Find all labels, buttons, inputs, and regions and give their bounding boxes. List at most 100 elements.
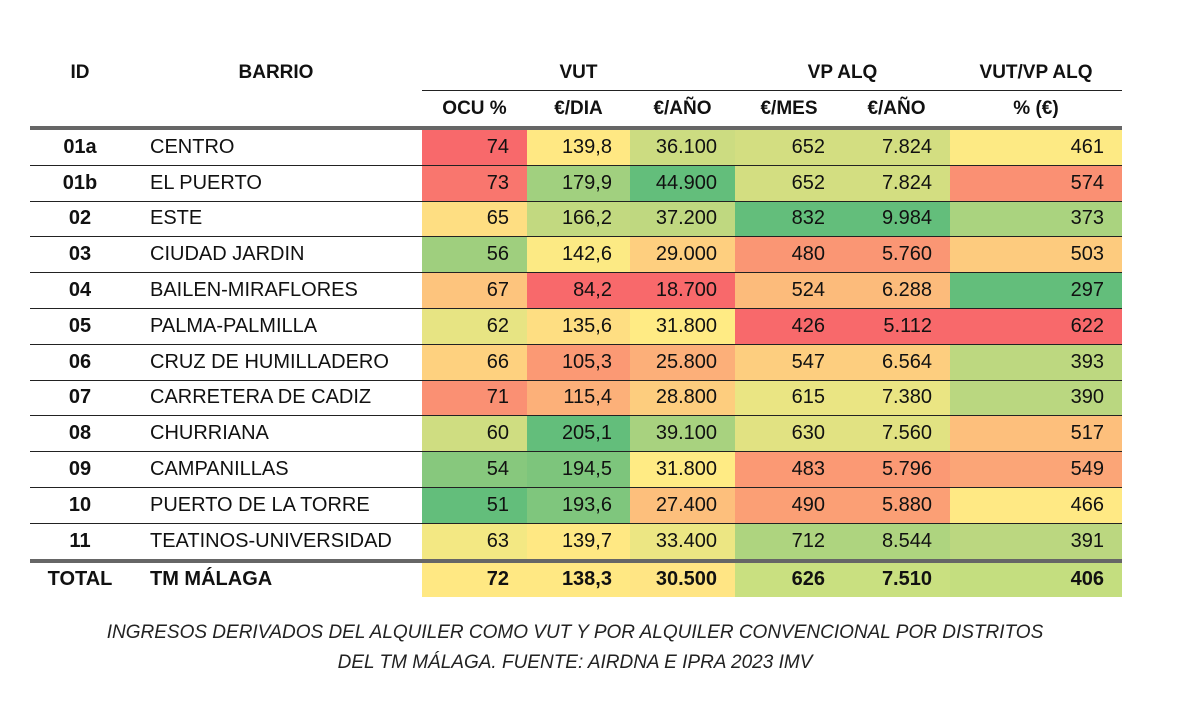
district-name-cell: CRUZ DE HUMILLADERO [130, 344, 422, 381]
vut-vp-pct-cell: 549 [950, 451, 1122, 488]
district-name-cell: CARRETERA DE CADIZ [130, 380, 422, 417]
vut-vp-pct-cell: 373 [950, 201, 1122, 238]
vut-vp-pct-cell: 391 [950, 523, 1122, 562]
vut-eur-ano-cell: 39.100 [630, 415, 735, 453]
ocu-pct-cell: 74 [422, 125, 527, 166]
vut-eur-dia-cell: 84,2 [527, 272, 630, 309]
vp-eur-mes-cell: 832 [735, 201, 843, 238]
district-name-cell: CENTRO [130, 125, 422, 166]
table-row: 11 TEATINOS-UNIVERSIDAD 63 139,7 33.400 712 8.… [30, 523, 1122, 562]
district-id-cell: 05 [30, 308, 130, 345]
subheader-pct: % (€) [950, 90, 1122, 128]
ocu-pct-cell: 62 [422, 308, 527, 345]
ocu-pct-cell: 73 [422, 165, 527, 202]
district-name-cell: TM MÁLAGA [130, 558, 422, 598]
vut-eur-dia-cell: 166,2 [527, 201, 630, 238]
district-id-cell: 10 [30, 487, 130, 524]
table-row: 03 CIUDAD JARDIN 56 142,6 29.000 480 5.760 503 [30, 236, 1122, 274]
vut-eur-ano-cell: 44.900 [630, 165, 735, 202]
district-id-cell: TOTAL [30, 558, 130, 598]
vut-vp-pct-cell: 406 [950, 558, 1122, 598]
vut-eur-ano-cell: 37.200 [630, 201, 735, 238]
vut-eur-dia-cell: 205,1 [527, 415, 630, 453]
table-row: 07 CARRETERA DE CADIZ 71 115,4 28.800 615 7.38… [30, 380, 1122, 417]
subheader-eur-ano: €/AÑO [630, 90, 735, 128]
district-id-cell: 02 [30, 201, 130, 238]
table-row: 06 CRUZ DE HUMILLADERO 66 105,3 25.800 547 6.5… [30, 344, 1122, 381]
vp-eur-ano-cell: 5.880 [843, 487, 950, 524]
district-id-cell: 01a [30, 125, 130, 166]
subheader-ocu: OCU % [422, 90, 527, 128]
vp-eur-ano-cell: 5.112 [843, 308, 950, 345]
district-id-cell: 06 [30, 344, 130, 381]
ocu-pct-cell: 51 [422, 487, 527, 524]
header-vp-alq: VP ALQ [807, 61, 878, 83]
district-id-cell: 07 [30, 380, 130, 417]
vut-vp-pct-cell: 503 [950, 236, 1122, 274]
vut-vp-pct-cell: 574 [950, 165, 1122, 202]
district-id-cell: 09 [30, 451, 130, 488]
vp-eur-ano-cell: 7.824 [843, 165, 950, 202]
vut-eur-dia-cell: 139,8 [527, 125, 630, 166]
vut-eur-ano-cell: 29.000 [630, 236, 735, 274]
vp-eur-ano-cell: 7.560 [843, 415, 950, 453]
vut-vp-pct-cell: 393 [950, 344, 1122, 381]
vut-eur-dia-cell: 135,6 [527, 308, 630, 345]
subheader-eur-mes: €/MES [735, 90, 843, 128]
vut-eur-dia-cell: 115,4 [527, 380, 630, 417]
vp-eur-mes-cell: 547 [735, 344, 843, 381]
vut-eur-dia-cell: 193,6 [527, 487, 630, 524]
district-name-cell: CIUDAD JARDIN [130, 236, 422, 274]
ocu-pct-cell: 54 [422, 451, 527, 488]
ocu-pct-cell: 72 [422, 558, 527, 598]
vut-eur-dia-cell: 105,3 [527, 344, 630, 381]
caption-line-1: INGRESOS DERIVADOS DEL ALQUILER COMO VUT… [106, 622, 1044, 643]
vp-eur-mes-cell: 626 [735, 558, 843, 598]
vp-eur-ano-cell: 8.544 [843, 523, 950, 562]
vut-eur-ano-cell: 36.100 [630, 125, 735, 166]
header-vut: VUT [559, 61, 598, 83]
table-row: 08 CHURRIANA 60 205,1 39.100 630 7.560 517 [30, 415, 1122, 453]
vp-eur-mes-cell: 712 [735, 523, 843, 562]
district-name-cell: BAILEN-MIRAFLORES [130, 272, 422, 309]
table-row: 10 PUERTO DE LA TORRE 51 193,6 27.400 490 5.88… [30, 487, 1122, 524]
ocu-pct-cell: 63 [422, 523, 527, 562]
vut-eur-dia-cell: 138,3 [527, 558, 630, 598]
vut-eur-dia-cell: 142,6 [527, 236, 630, 274]
vut-eur-ano-cell: 31.800 [630, 308, 735, 345]
vp-eur-ano-cell: 7.380 [843, 380, 950, 417]
vut-vp-pct-cell: 461 [950, 125, 1122, 166]
vut-vp-pct-cell: 297 [950, 272, 1122, 309]
district-name-cell: CAMPANILLAS [130, 451, 422, 488]
vut-eur-dia-cell: 139,7 [527, 523, 630, 562]
table-row: 01b EL PUERTO 73 179,9 44.900 652 7.824 574 [30, 165, 1122, 202]
district-name-cell: CHURRIANA [130, 415, 422, 453]
vp-eur-mes-cell: 652 [735, 165, 843, 202]
ocu-pct-cell: 56 [422, 236, 527, 274]
table-row: 05 PALMA-PALMILLA 62 135,6 31.800 426 5.112 622 [30, 308, 1122, 345]
district-id-cell: 01b [30, 165, 130, 202]
vut-eur-ano-cell: 30.500 [630, 558, 735, 598]
vp-eur-mes-cell: 615 [735, 380, 843, 417]
vut-eur-ano-cell: 25.800 [630, 344, 735, 381]
district-name-cell: PALMA-PALMILLA [130, 308, 422, 345]
vut-eur-dia-cell: 179,9 [527, 165, 630, 202]
vp-eur-ano-cell: 6.288 [843, 272, 950, 309]
vp-eur-mes-cell: 483 [735, 451, 843, 488]
subheader-eur-dia: €/DIA [527, 90, 630, 128]
district-id-cell: 08 [30, 415, 130, 453]
vut-vp-pct-cell: 622 [950, 308, 1122, 345]
vut-eur-ano-cell: 33.400 [630, 523, 735, 562]
income-table: ID BARRIO VUT VP ALQ VUT/VP ALQ OCU % €/… [30, 55, 1122, 598]
vp-eur-ano-cell: 5.760 [843, 236, 950, 274]
district-name-cell: ESTE [130, 201, 422, 238]
vp-eur-mes-cell: 630 [735, 415, 843, 453]
ocu-pct-cell: 67 [422, 272, 527, 309]
district-id-cell: 03 [30, 236, 130, 274]
vp-eur-mes-cell: 524 [735, 272, 843, 309]
table-row: 02 ESTE 65 166,2 37.200 832 9.984 373 [30, 201, 1122, 238]
vp-eur-mes-cell: 652 [735, 125, 843, 166]
caption: INGRESOS DERIVADOS DEL ALQUILER COMO VUT… [0, 618, 1150, 678]
district-id-cell: 04 [30, 272, 130, 309]
vut-eur-ano-cell: 28.800 [630, 380, 735, 417]
